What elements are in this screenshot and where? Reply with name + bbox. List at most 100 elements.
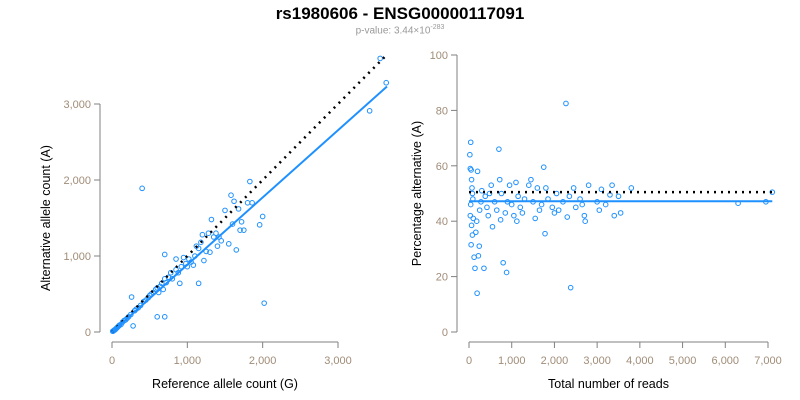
data-point xyxy=(473,229,479,236)
x-axis-label: Total number of reads xyxy=(548,377,669,391)
data-point xyxy=(500,259,506,266)
data-point xyxy=(213,230,219,236)
data-point xyxy=(496,176,503,183)
data-point xyxy=(130,323,136,329)
data-point xyxy=(205,230,212,236)
data-point xyxy=(467,212,474,219)
data-point xyxy=(154,314,160,320)
data-point xyxy=(469,232,476,238)
y-tick-label: 2,000 xyxy=(63,175,91,187)
data-point xyxy=(769,189,776,195)
data-point xyxy=(139,185,145,192)
data-point xyxy=(596,207,603,213)
data-point xyxy=(563,100,569,107)
data-point xyxy=(540,164,547,170)
data-point xyxy=(617,210,624,216)
data-point xyxy=(238,219,245,225)
data-point xyxy=(508,201,515,208)
data-point xyxy=(161,314,168,320)
data-point xyxy=(467,151,473,158)
data-point xyxy=(214,243,221,249)
data-point xyxy=(468,176,475,183)
data-point xyxy=(472,265,478,272)
data-point xyxy=(609,182,615,188)
data-point xyxy=(519,210,526,216)
data-point xyxy=(555,207,562,213)
data-point xyxy=(467,139,474,146)
x-tick-label: 2,000 xyxy=(249,355,277,367)
data-point xyxy=(511,212,517,219)
data-point xyxy=(615,193,622,200)
data-point xyxy=(229,221,236,227)
data-point xyxy=(489,223,496,230)
data-point xyxy=(222,207,228,214)
data-point xyxy=(467,201,474,208)
data-point xyxy=(602,201,609,208)
data-point xyxy=(476,243,483,249)
data-point xyxy=(256,222,263,228)
data-point xyxy=(208,216,215,223)
data-point xyxy=(564,214,571,220)
data-point xyxy=(481,265,487,272)
p-value-subtitle: p-value: 3.44×10-283 xyxy=(0,24,800,36)
data-point xyxy=(534,185,541,191)
data-point xyxy=(551,210,558,216)
data-point xyxy=(241,227,247,233)
data-point xyxy=(261,300,267,306)
p-value-label: p-value: 3.44×10 xyxy=(355,25,431,37)
data-point xyxy=(122,317,129,323)
data-point xyxy=(195,245,202,252)
data-point xyxy=(514,218,520,224)
data-point xyxy=(570,185,577,191)
data-point xyxy=(543,185,549,191)
data-point xyxy=(513,179,519,186)
data-point xyxy=(233,247,240,253)
data-point xyxy=(488,182,495,188)
data-point xyxy=(198,239,204,246)
data-point xyxy=(259,213,266,220)
x-tick-label: 0 xyxy=(466,355,472,367)
y-tick-label: 1,000 xyxy=(63,251,91,263)
data-point xyxy=(585,182,592,188)
data-point xyxy=(244,200,251,206)
data-point xyxy=(484,204,490,211)
data-point xyxy=(473,218,480,224)
data-point xyxy=(218,238,225,244)
data-point xyxy=(161,251,168,258)
y-tick-label: 40 xyxy=(436,216,448,228)
x-tick-label: 4,000 xyxy=(626,355,654,367)
y-tick-label: 100 xyxy=(430,50,448,62)
data-point xyxy=(190,262,197,268)
data-point xyxy=(503,269,510,276)
data-point xyxy=(195,280,202,287)
x-tick-label: 6,000 xyxy=(712,355,740,367)
data-point xyxy=(549,204,556,211)
data-point xyxy=(201,257,207,264)
data-point xyxy=(579,201,585,208)
data-point xyxy=(542,230,548,237)
data-point xyxy=(468,222,475,229)
chart-title: rs1980606 - ENSG00000117091 xyxy=(275,4,525,23)
data-point xyxy=(128,311,134,318)
x-tick-label: 1,000 xyxy=(174,355,202,367)
data-point xyxy=(538,201,545,208)
data-point xyxy=(468,167,474,173)
data-point xyxy=(468,241,474,248)
data-point xyxy=(611,212,618,219)
data-point xyxy=(377,55,383,62)
data-point xyxy=(553,190,560,197)
data-point xyxy=(498,190,505,197)
x-tick-label: 0 xyxy=(109,355,115,367)
y-tick-label: 80 xyxy=(436,105,448,117)
data-point xyxy=(177,280,183,287)
y-axis-label: Alternative allele count (A) xyxy=(39,145,53,291)
data-point xyxy=(493,207,500,213)
data-point xyxy=(237,227,243,233)
x-tick-label: 3,000 xyxy=(324,355,352,367)
data-point xyxy=(469,190,476,197)
x-tick-label: 2,000 xyxy=(541,355,569,367)
data-point xyxy=(383,79,390,86)
data-point xyxy=(486,190,493,197)
